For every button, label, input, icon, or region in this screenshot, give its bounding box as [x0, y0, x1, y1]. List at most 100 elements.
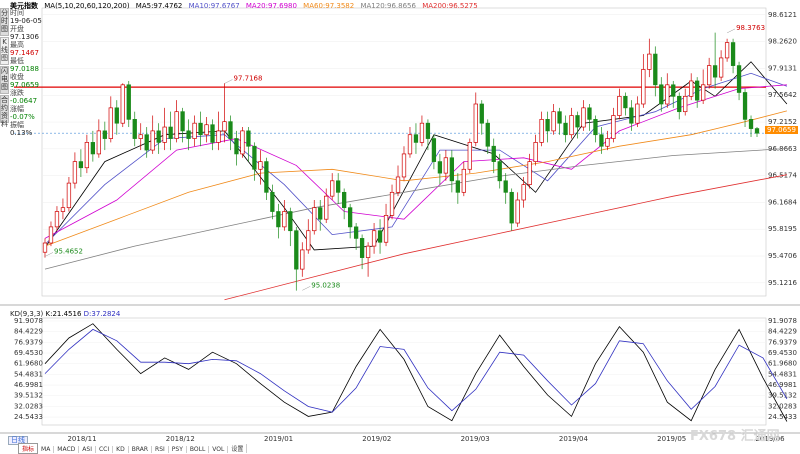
candle-body [395, 176, 401, 193]
candle-body [605, 138, 610, 147]
candle-body [701, 84, 706, 101]
tab-ma[interactable]: MA [38, 446, 55, 453]
ma120-value: MA120:96.8656 [360, 2, 416, 10]
candle-body [198, 122, 203, 136]
tab-boll[interactable]: BOLL [187, 446, 210, 453]
kd-left-tick-label: 39.5132 [14, 392, 43, 400]
x-tick-label: 2018/11 [67, 435, 96, 443]
kd-left-tick-label: 54.4831 [14, 370, 43, 378]
main-panel-frame [41, 7, 767, 297]
candle-body [258, 161, 263, 170]
info-high-value: 97.1467 [10, 49, 39, 57]
kd-left-tick-label: 76.9379 [14, 338, 43, 346]
x-tick-label: 2019/06 [755, 435, 785, 443]
ma120-line [44, 148, 787, 270]
indicator-tabs: 指标 MA MACD ASI CCI KD BRAR RSI PSY BOLL VOL 设置 [18, 443, 248, 454]
kd-y-tick-label: 76.9379 [768, 338, 797, 346]
tab-cci[interactable]: CCI [96, 446, 114, 453]
candle-body [730, 42, 736, 66]
candle-body [437, 161, 443, 174]
tab-timeshare-label: 分时图 [1, 9, 8, 33]
kd-y-tick-label: 46.9981 [768, 381, 797, 389]
tab-psy[interactable]: PSY [169, 446, 187, 453]
candle-body [533, 142, 538, 162]
ma20-value: MA20:97.6980 [245, 2, 297, 10]
candle-body [210, 124, 215, 143]
x-tick-label: 2019/01 [264, 435, 293, 443]
candle-body [581, 107, 586, 128]
candle-body [563, 122, 568, 136]
ma10-value: MA10:97.6767 [188, 2, 240, 10]
info-high-label: 最高 [10, 41, 24, 49]
candle-body [736, 65, 742, 93]
candle-body [312, 207, 317, 232]
tab-flash[interactable]: 闪电图 [0, 66, 9, 94]
info-pct-value: -0.07% [10, 113, 35, 121]
kd-left-tick-label: 84.4229 [14, 328, 43, 336]
candle-body [557, 111, 562, 124]
kd-y-tick-label: 24.5433 [768, 413, 797, 421]
candle-body [180, 111, 185, 132]
tab-macd[interactable]: MACD [54, 446, 80, 453]
kd-legend: KD(9,3,3) K:21.4516 D:37.2824 [10, 310, 120, 318]
candle-body [300, 249, 305, 270]
main-y-tick-label: 97.2152 [768, 118, 797, 126]
kd-left-tick-label: 61.9680 [14, 360, 43, 368]
tab-contract[interactable]: 合约资料 [0, 95, 9, 128]
candle-body [407, 134, 413, 155]
candle-body [48, 226, 54, 244]
annotation-leader [302, 286, 311, 291]
kd-y-tick-label: 61.9680 [768, 360, 797, 368]
candle-body [42, 242, 48, 253]
candle-body [461, 168, 466, 193]
tab-indicator[interactable]: 指标 [18, 443, 39, 454]
candle-body [545, 119, 550, 132]
candle-body [641, 69, 646, 105]
info-change-value: -0.0647 [10, 97, 38, 105]
candle-body [383, 215, 389, 243]
candle-body [156, 130, 161, 143]
candle-body [222, 121, 227, 132]
tab-vol[interactable]: VOL [209, 446, 229, 453]
candle-body [204, 124, 209, 136]
candle-body [324, 195, 329, 220]
candle-body [479, 103, 484, 124]
candle-body [60, 207, 66, 212]
candle-body [138, 134, 143, 139]
tab-kline[interactable]: K线图 [0, 37, 9, 65]
annotation-label: 98.3763 [736, 24, 765, 32]
info-time-value: 19-06-05 [10, 17, 42, 25]
ma200-line [224, 174, 787, 301]
candle-body [485, 122, 490, 147]
candle-body [748, 119, 754, 129]
candle-body [114, 107, 119, 124]
main-y-tick-label: 98.2620 [768, 38, 797, 46]
candle-body [96, 130, 101, 155]
kd-y-tick-label: 39.5132 [768, 392, 797, 400]
candle-body [413, 134, 419, 143]
tab-asi[interactable]: ASI [79, 446, 96, 453]
candle-body [72, 161, 78, 184]
tab-kd[interactable]: KD [113, 446, 129, 453]
candle-body [270, 191, 275, 212]
kd-left-tick-label: 91.9078 [14, 317, 43, 325]
info-close-label: 收盘 [10, 73, 24, 81]
candle-body [252, 145, 257, 170]
info-open-label: 开盘 [10, 25, 24, 33]
candle-body [724, 42, 730, 59]
tab-settings[interactable]: 设置 [228, 444, 248, 453]
candle-body [216, 130, 221, 143]
candle-body [575, 115, 580, 128]
x-tick-label: 2019/05 [657, 435, 686, 443]
candle-body [78, 161, 84, 169]
tab-rsi[interactable]: RSI [152, 446, 169, 453]
candle-body [144, 134, 149, 151]
candle-body [240, 130, 245, 155]
tab-timeshare[interactable]: 分时图 [0, 8, 9, 36]
candle-body [294, 230, 299, 270]
candle-body [246, 130, 251, 147]
candle-body [174, 111, 179, 139]
tab-flash-label: 闪电图 [1, 67, 8, 91]
tab-brar[interactable]: BRAR [129, 446, 153, 453]
kd-y-tick-label: 84.4229 [768, 328, 797, 336]
